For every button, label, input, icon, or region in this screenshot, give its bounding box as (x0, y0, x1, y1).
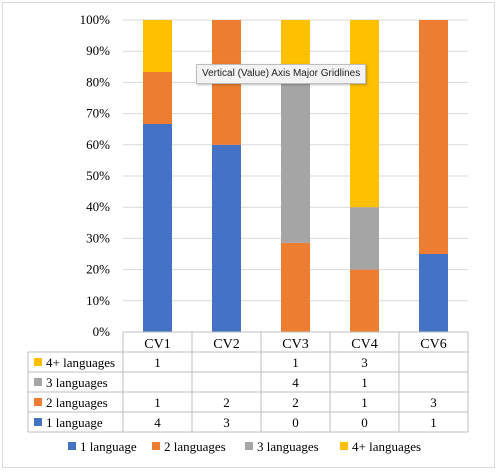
bar-cv1-series-3 (143, 20, 172, 72)
y-tick-label-2: 20% (86, 262, 110, 277)
y-tick-label-10: 100% (80, 12, 111, 27)
legend-key-2 (245, 442, 253, 450)
y-tick-label-1: 10% (86, 293, 110, 308)
table-legend-key-0 (34, 418, 42, 426)
table-cell-2-3: 1 (361, 375, 368, 390)
y-tick-label-0: 0% (93, 324, 111, 339)
bar-cv1-series-0 (143, 124, 172, 332)
table-legend-key-3 (34, 358, 42, 366)
category-label-cv1: CV1 (144, 337, 170, 352)
legend-key-3 (340, 442, 348, 450)
table-cell-1-4: 3 (430, 395, 437, 410)
category-label-cv2: CV2 (213, 337, 239, 352)
bar-cv6-series-1 (419, 20, 448, 254)
table-row-label-2: 3 languages (46, 375, 108, 390)
y-tick-label-5: 50% (86, 168, 110, 183)
y-tick-label-3: 30% (86, 230, 110, 245)
bar-cv3-series-2 (281, 64, 310, 243)
y-tick-label-9: 90% (86, 43, 110, 58)
bar-cv2-series-0 (212, 144, 241, 332)
table-cell-1-0: 1 (154, 395, 161, 410)
table-cell-0-3: 0 (361, 415, 368, 430)
legend-key-1 (152, 442, 160, 450)
bar-cv3-series-3 (281, 20, 310, 65)
table-cell-0-2: 0 (292, 415, 299, 430)
legend-label-2: 3 languages (257, 439, 319, 454)
bar-cv3-series-1 (281, 242, 310, 332)
table-legend-key-1 (34, 398, 42, 406)
table-row-label-3: 4+ languages (46, 355, 115, 370)
legend-label-1: 2 languages (164, 439, 226, 454)
table-cell-3-3: 3 (361, 355, 368, 370)
table-cell-2-2: 4 (292, 375, 299, 390)
y-tick-label-7: 70% (86, 106, 110, 121)
table-cell-3-0: 1 (154, 355, 161, 370)
gridlines-tooltip: Vertical (Value) Axis Major Gridlines (196, 64, 367, 84)
legend-label-0: 1 language (80, 439, 137, 454)
table-cell-1-2: 2 (292, 395, 299, 410)
table-cell-3-2: 1 (292, 355, 299, 370)
bar-cv4-series-3 (350, 20, 379, 208)
table-cell-0-0: 4 (154, 415, 161, 430)
bar-cv1-series-1 (143, 72, 172, 124)
y-tick-label-6: 60% (86, 137, 110, 152)
category-label-cv3: CV3 (282, 337, 308, 352)
bar-cv4-series-2 (350, 207, 379, 270)
category-label-cv6: CV6 (420, 337, 446, 352)
bar-cv4-series-1 (350, 269, 379, 332)
table-cell-1-3: 1 (361, 395, 368, 410)
bar-cv6-series-0 (419, 254, 448, 332)
legend-label-3: 4+ languages (352, 439, 421, 454)
table-row-label-1: 2 languages (46, 395, 108, 410)
table-cell-1-1: 2 (223, 395, 230, 410)
y-tick-label-8: 80% (86, 74, 110, 89)
table-legend-key-2 (34, 378, 42, 386)
legend-key-0 (68, 442, 76, 450)
table-row-label-0: 1 language (46, 415, 103, 430)
table-cell-0-4: 1 (430, 415, 437, 430)
category-label-cv4: CV4 (351, 337, 377, 352)
y-tick-label-4: 40% (86, 199, 110, 214)
table-cell-0-1: 3 (223, 415, 230, 430)
